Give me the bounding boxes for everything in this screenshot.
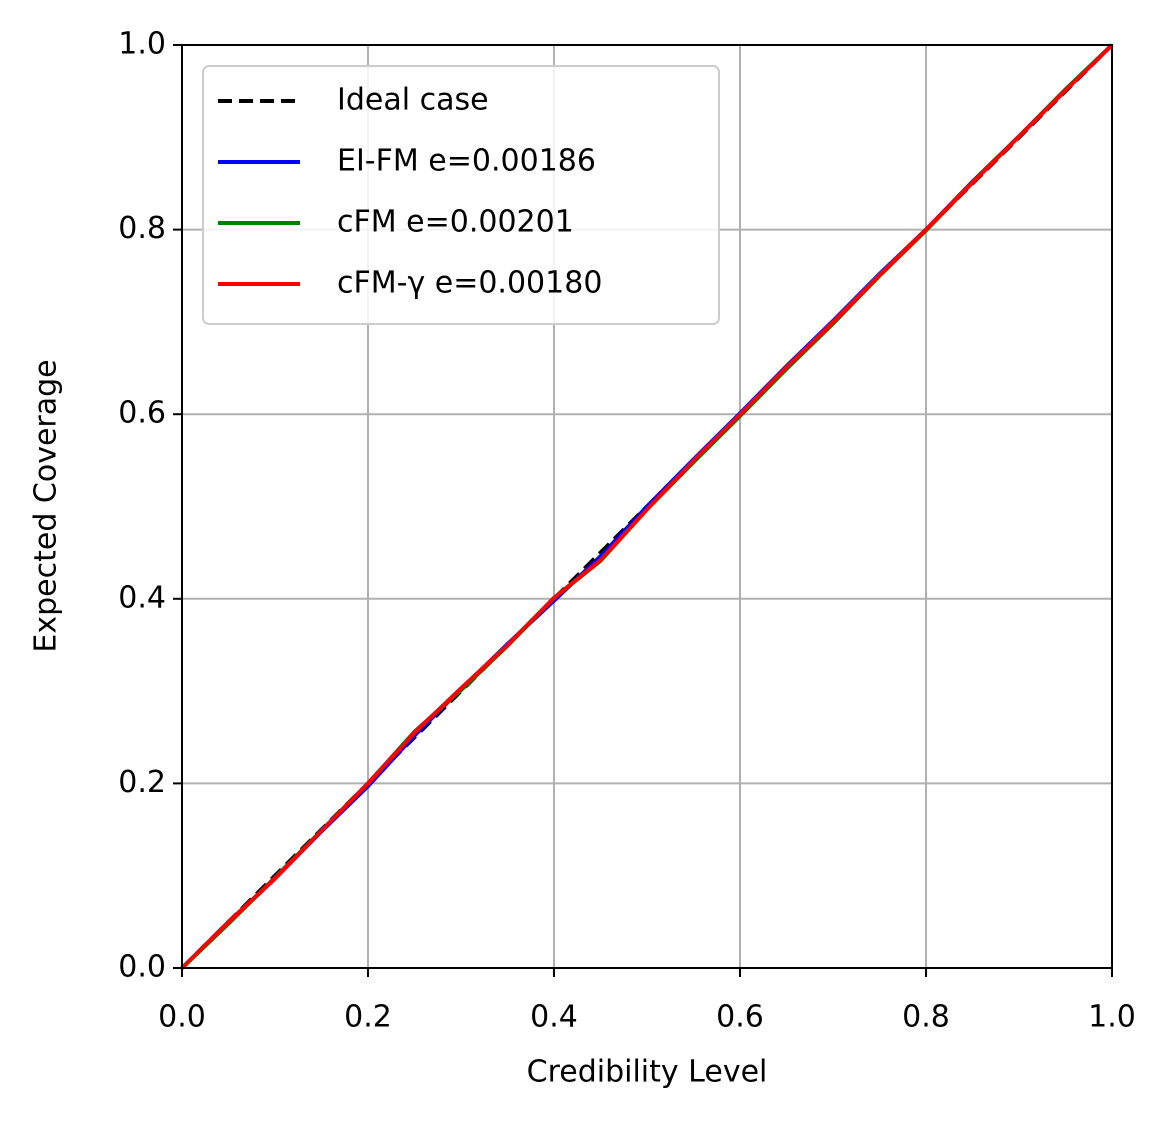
- y-tick-label: 0.6: [118, 396, 166, 431]
- y-tick-label: 0.4: [118, 580, 166, 615]
- x-tick-label: 0.6: [716, 1000, 764, 1035]
- plot-frame: [181, 44, 1113, 969]
- series-line: [180, 43, 1114, 970]
- legend-label: Ideal case: [337, 83, 489, 118]
- x-tick-label: 1.0: [1088, 1000, 1136, 1035]
- y-axis-label: Expected Coverage: [29, 359, 64, 652]
- y-tick-label: 0.0: [118, 950, 166, 985]
- x-tick-label: 0.4: [530, 1000, 578, 1035]
- x-tick-label: 0.8: [902, 1000, 950, 1035]
- y-tick-label: 1.0: [118, 27, 166, 62]
- legend-label: EI-FM e=0.00186: [337, 144, 596, 179]
- x-tick-label: 0.2: [344, 1000, 392, 1035]
- y-tick-label: 0.8: [118, 211, 166, 246]
- legend-label: cFM-γ e=0.00180: [337, 266, 602, 301]
- x-tick-label: 0.0: [158, 1000, 206, 1035]
- y-tick-label: 0.2: [118, 765, 166, 800]
- legend-box: [202, 65, 720, 325]
- x-axis-label: Credibility Level: [527, 1055, 768, 1090]
- legend-label: cFM e=0.00201: [337, 205, 574, 240]
